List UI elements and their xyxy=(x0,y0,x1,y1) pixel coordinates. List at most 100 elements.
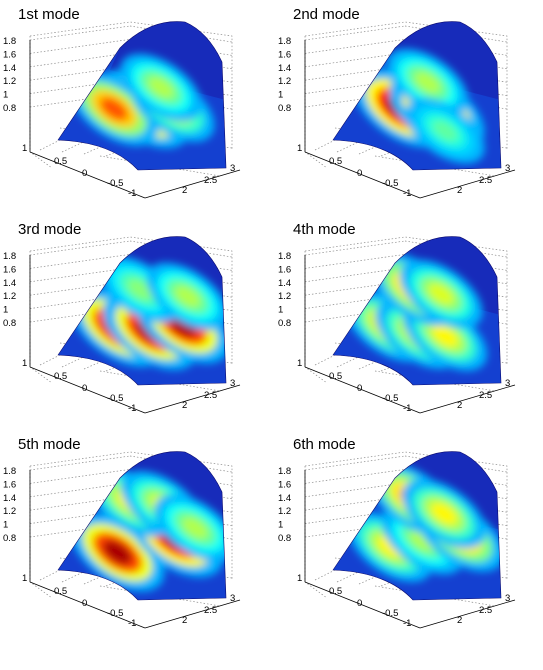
surface-edge xyxy=(332,236,502,386)
x-tick-label: 3 xyxy=(230,593,235,604)
mode-lobes xyxy=(344,253,488,371)
x-tick-label: 2 xyxy=(457,400,462,411)
y-tick-label: -0.5 xyxy=(107,393,123,404)
lobe-contour xyxy=(127,279,153,300)
z-tick-label: 1.6 xyxy=(278,479,291,490)
panel-title: 4th mode xyxy=(293,221,356,238)
y-tick-label: -0.5 xyxy=(382,608,398,619)
z-tick-label: 1.4 xyxy=(3,278,16,289)
back-frame-left xyxy=(304,36,328,169)
floor-gridline xyxy=(61,123,123,153)
z-gridline xyxy=(304,455,406,471)
x-tick-label: 3 xyxy=(230,378,235,389)
x-tick-label: 3 xyxy=(505,163,510,174)
back-frame-top xyxy=(304,236,508,365)
z-tick-label: 0.8 xyxy=(3,533,16,544)
z-tick-label: 1.2 xyxy=(3,291,16,302)
y-axis xyxy=(29,581,146,629)
mode-surface xyxy=(58,21,226,170)
z-tick-label: 1.8 xyxy=(278,466,291,477)
y-tick-label: 1 xyxy=(297,143,302,154)
mode-surface xyxy=(333,21,501,170)
y-axis xyxy=(304,366,421,414)
z-tick-label: 1.6 xyxy=(3,49,16,60)
back-frame-left xyxy=(29,36,53,169)
z-tick-label: 1 xyxy=(278,520,283,531)
panel-title: 5th mode xyxy=(18,436,81,453)
z-tick-label: 1.2 xyxy=(3,506,16,517)
y-tick-label: 0.5 xyxy=(329,586,342,597)
x-tick-label: 2 xyxy=(182,185,187,196)
z-gridline xyxy=(29,267,131,283)
z-gridline xyxy=(29,455,131,471)
y-tick-label: 1 xyxy=(22,573,27,584)
z-gridline xyxy=(304,267,406,283)
y-tick-label: -0.5 xyxy=(107,178,123,189)
back-frame-left xyxy=(304,251,328,384)
z-gridline xyxy=(304,39,406,54)
back-frame-left xyxy=(304,466,328,599)
z-tick-label: 1.2 xyxy=(278,76,291,87)
lobe-contour xyxy=(409,529,436,552)
y-tick-label: 1 xyxy=(297,358,302,369)
y-axis xyxy=(304,151,421,199)
y-axis xyxy=(29,366,146,414)
z-tick-label: 1.8 xyxy=(3,466,16,477)
floor-gridline xyxy=(39,549,101,581)
z-tick-label: 1.6 xyxy=(278,49,291,60)
x-tick-label: 2.5 xyxy=(479,175,492,186)
back-frame-left xyxy=(29,466,53,599)
z-tick-label: 0.8 xyxy=(278,103,291,114)
z-tick-label: 1.4 xyxy=(3,63,16,74)
z-gridline xyxy=(304,482,406,498)
y-tick-label: -0.5 xyxy=(382,178,398,189)
x-axis xyxy=(144,599,241,629)
y-tick-label: -1 xyxy=(128,403,136,414)
z-gridline xyxy=(29,469,131,484)
y-tick-label: 0.5 xyxy=(329,156,342,167)
y-axis xyxy=(29,151,146,199)
x-tick-label: 3 xyxy=(505,593,510,604)
z-tick-label: 0.8 xyxy=(3,318,16,329)
mode-panel-3: 3rd mode 1.8 1.6 1.4 1.2 1 0.8 1 0.5 0 -0.5 -1 2 2.5 3 xyxy=(3,221,241,414)
y-tick-label: 0 xyxy=(357,168,362,179)
y-tick-label: -1 xyxy=(128,618,136,629)
x-tick-label: 2 xyxy=(457,615,462,626)
mode-surface xyxy=(333,451,501,600)
lobe-contour xyxy=(431,325,459,347)
lobe-contour xyxy=(432,120,458,141)
mode-surface xyxy=(333,236,501,385)
y-tick-label: 0.5 xyxy=(54,156,67,167)
z-gridline xyxy=(29,25,131,41)
mode-panel-4: 4th mode 1.8 1.6 1.4 1.2 1 0.8 1 0.5 0 -0.5 -1 2 2.5 3 xyxy=(278,221,516,414)
y-tick-label: -1 xyxy=(403,618,411,629)
z-tick-label: 1.2 xyxy=(3,76,16,87)
floor-gridline xyxy=(314,549,376,581)
z-tick-label: 1 xyxy=(3,520,8,531)
z-tick-label: 1.8 xyxy=(278,251,291,262)
x-tick-label: 2.5 xyxy=(204,390,217,401)
z-tick-label: 1.6 xyxy=(278,264,291,275)
back-frame-top xyxy=(304,21,508,150)
z-gridline xyxy=(29,39,131,54)
z-tick-label: 1.4 xyxy=(278,63,291,74)
z-tick-label: 1.8 xyxy=(3,251,16,262)
floor-gridline xyxy=(39,119,101,151)
z-gridline xyxy=(304,52,406,68)
y-tick-label: 1 xyxy=(22,143,27,154)
x-tick-label: 2.5 xyxy=(204,605,217,616)
y-tick-label: 1 xyxy=(297,573,302,584)
floor-gridline xyxy=(336,338,398,368)
lobe-contour xyxy=(102,540,133,565)
z-tick-label: 1 xyxy=(278,90,283,101)
lobe-contour xyxy=(376,536,404,558)
y-tick-label: 0.5 xyxy=(329,371,342,382)
z-tick-label: 0.8 xyxy=(278,533,291,544)
y-tick-label: 0 xyxy=(82,168,87,179)
z-tick-label: 1.2 xyxy=(278,291,291,302)
mode-panel-6: 6th mode 1.8 1.6 1.4 1.2 1 0.8 1 0.5 0 -0.5 -1 2 2.5 3 xyxy=(278,436,516,629)
z-tick-label: 1.2 xyxy=(278,506,291,517)
z-tick-label: 1.4 xyxy=(278,278,291,289)
mode-panel-1: 1st mode 1.8 1.6 1.4 1.2 1 0.8 1 0.5 0 -0.5 -1 2 2.5 3 xyxy=(3,6,241,199)
